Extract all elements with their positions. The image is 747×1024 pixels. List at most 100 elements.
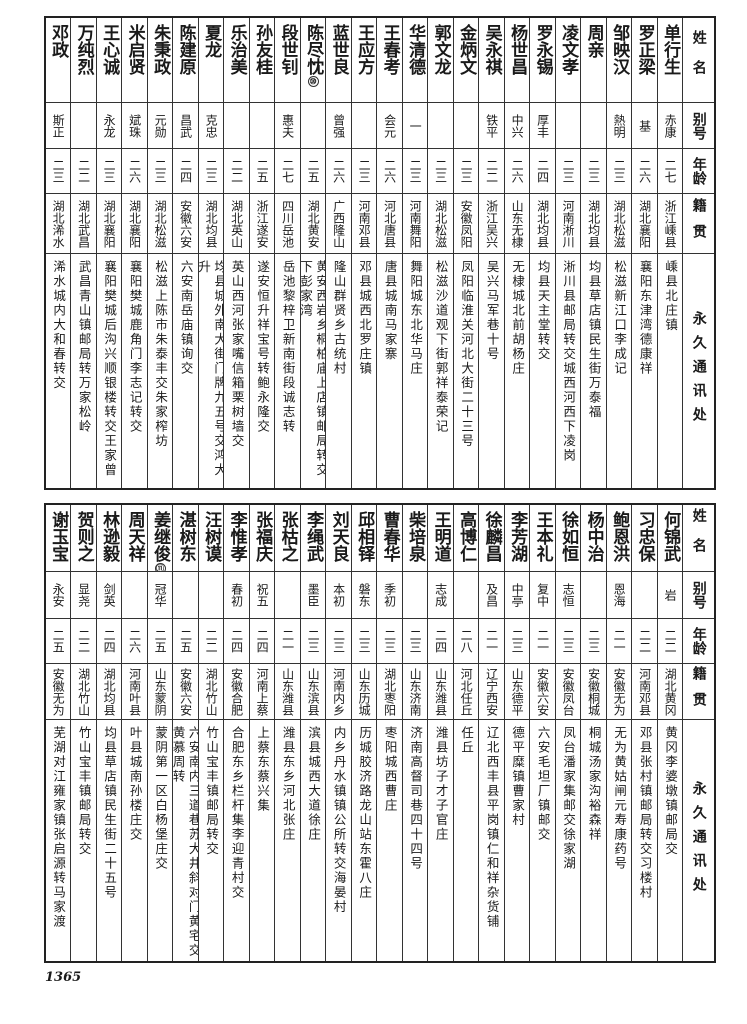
person-record: 段世钊 惠夫 二七 四川岳池 岳池黎梓卫新南街段诚志转 (274, 18, 300, 488)
person-origin: 安徽桐城 (586, 667, 601, 716)
name-cell: 陈尽忱 ⑩ (301, 18, 326, 102)
person-address: 潍县东乡河北张庄 (280, 726, 296, 842)
address-cell: 济南高督司巷四十四号 (402, 719, 428, 961)
address-cell: 潍县坊子才子官庄 (428, 719, 453, 961)
name-cell: 刘天良 (326, 505, 351, 571)
person-record: 王应方 二三 河南邓县 邓县城西北罗庄镇 (350, 18, 377, 488)
person-record: 凌文孝 二三 河南淅川 淅川县邮局转交城西河西下凌岗 (554, 18, 581, 488)
header-alias: 别号 (683, 102, 714, 148)
person-origin: 湖北枣阳 (382, 667, 397, 716)
age-cell: 二三 (581, 148, 606, 193)
age-cell: 二三 (96, 148, 122, 193)
address-cell: 嵊县北庄镇 (657, 253, 683, 488)
name-wrapper: 贺则之 (73, 511, 95, 562)
age-cell: 二三 (504, 618, 530, 663)
name-cell: 单行生 (658, 18, 683, 102)
alias-cell: 复中 (530, 571, 555, 618)
person-origin: 湖北松滋 (433, 199, 448, 248)
person-age: 二三 (433, 159, 448, 183)
person-origin: 湖北英山 (229, 199, 244, 248)
person-record: 林逊毅 剑英 二四 湖北均县 均县草店镇民生街二十五号 (95, 505, 122, 961)
name-wrapper: 邹映汉 (608, 24, 630, 75)
person-record: 王春考 会元 二六 河北唐县 唐县城南马家寨 (376, 18, 402, 488)
header-label: 年龄 (690, 627, 707, 655)
person-record: 姜继俊 ⑪ 冠华 二五 山东蒙阴 蒙阴第一区白杨堡庄交 (146, 505, 173, 961)
person-record: 徐麟昌 及昌 二一 辽宁西安 辽北西丰县平岗镇仁和祥杂货铺 (478, 505, 504, 961)
name-wrapper: 王明道 (430, 511, 452, 562)
person-alias: 基 (637, 119, 652, 132)
age-cell: 二三 (555, 148, 581, 193)
person-record: 李芳湖 中亭 二三 山东德平 德平糜镇曹家村 (503, 505, 530, 961)
origin-cell: 湖北黄冈 (657, 663, 683, 719)
origin-cell: 浙江遂安 (249, 193, 275, 253)
name-wrapper: 凌文孝 (557, 24, 579, 75)
person-record: 周天祥 二六 河南叶县 叶县城南孙楼庄交 (121, 505, 147, 961)
address-cell: 任丘 (453, 719, 479, 961)
person-address: 松滋沙道观下街郭祥泰荣记 (433, 260, 449, 434)
address-cell: 凤阳临淮关河北大街二十三号 (453, 253, 479, 488)
person-record: 吴永祺 铁平 二二 浙江吴兴 吴兴马军巷十号 (478, 18, 504, 488)
person-record: 朱秉政 元勋 二三 湖北松滋 松滋上陈市朱泰丰交朱家榨坊 (146, 18, 173, 488)
address-cell: 松滋沙道观下街郭祥泰荣记 (428, 253, 453, 488)
person-name: 汪树谟 (201, 511, 222, 562)
origin-cell: 安徽凤台 (555, 663, 581, 719)
name-cell: 何锦武 (658, 505, 683, 571)
person-age: 二三 (561, 629, 576, 653)
person-address: 隆山群贤乡古统村 (331, 260, 347, 376)
alias-cell: 春初 (224, 571, 249, 618)
person-name: 周亲 (583, 24, 604, 58)
alias-cell (249, 102, 275, 148)
name-cell: 徐麟昌 (479, 505, 504, 571)
origin-cell: 山东潍县 (428, 663, 453, 719)
name-cell: 高博仁 (454, 505, 479, 571)
origin-cell: 山东蒙阴 (147, 663, 173, 719)
header-label: 籍贯 (690, 197, 707, 250)
person-alias: 中亭 (510, 583, 525, 607)
person-address: 竹山宝丰镇邮局转交 (76, 726, 92, 857)
name-cell: 杨中治 (581, 505, 606, 571)
address-cell: 邓县张村镇邮局转交习楼村 (632, 719, 657, 961)
person-alias: 春初 (229, 583, 244, 607)
age-cell: 二七 (657, 148, 683, 193)
person-origin: 湖北襄阳 (637, 199, 652, 248)
age-cell: 二三 (351, 618, 377, 663)
name-wrapper: 李芳湖 (506, 511, 528, 562)
person-alias: 及昌 (484, 583, 499, 607)
person-name: 万纯烈 (73, 24, 94, 75)
person-age: 二一 (535, 629, 550, 653)
person-age: 二一 (280, 629, 295, 653)
person-address: 均县城外南大街门牌九五号交鸿大升 (198, 260, 224, 478)
alias-cell: 剑英 (96, 571, 122, 618)
person-alias: 元勋 (153, 113, 168, 138)
person-age: 二六 (637, 159, 652, 183)
person-name: 刘天良 (328, 511, 349, 562)
age-cell: 二三 (606, 148, 632, 193)
age-cell: 二六 (632, 148, 657, 193)
person-record: 李绳武 墨臣 二三 山东滨县 滨县城西大道徐庄 (299, 505, 326, 961)
address-cell: 德平糜镇曹家村 (504, 719, 530, 961)
person-name: 曹春华 (379, 511, 400, 562)
person-name: 孙友桂 (252, 24, 273, 75)
age-cell: 二四 (224, 618, 249, 663)
name-cell: 罗正梁 (632, 18, 657, 102)
address-cell: 黄冈李婆墩镇邮局交 (657, 719, 683, 961)
person-alias: 永安 (51, 583, 66, 607)
person-age: 二五 (51, 629, 66, 653)
person-name: 郭文龙 (430, 24, 451, 75)
person-record: 何锦武岩二二 湖北黄冈 黄冈李婆墩镇邮局交 (656, 505, 683, 961)
age-cell: 二三 (402, 618, 428, 663)
age-cell: 二三 (45, 148, 71, 193)
person-alias: 志恒 (561, 583, 576, 607)
address-cell: 黄安西岩乡桐柏庙上店镇邮局转交下彭家湾 (300, 253, 326, 488)
person-record: 李惟孝 春初 二四 安徽合肥 合肥东乡栏杆集李迎青村交 (223, 505, 249, 961)
person-address: 无为黄姑闸元寿康药号 (612, 726, 628, 871)
address-cell: 桐城汤家沟裕森祥 (581, 719, 606, 961)
alias-cell (453, 571, 479, 618)
address-cell: 潍县东乡河北张庄 (275, 719, 300, 961)
person-address: 竹山宝丰镇邮局转交 (204, 726, 220, 857)
alias-cell: 墨臣 (300, 571, 326, 618)
header-column: 姓名 别号 年龄 籍贯 永久通讯处 (682, 505, 714, 961)
address-cell: 凤台潘家集邮交徐家湖 (555, 719, 581, 961)
name-cell: 李芳湖 (505, 505, 530, 571)
person-age: 二三 (306, 629, 321, 653)
